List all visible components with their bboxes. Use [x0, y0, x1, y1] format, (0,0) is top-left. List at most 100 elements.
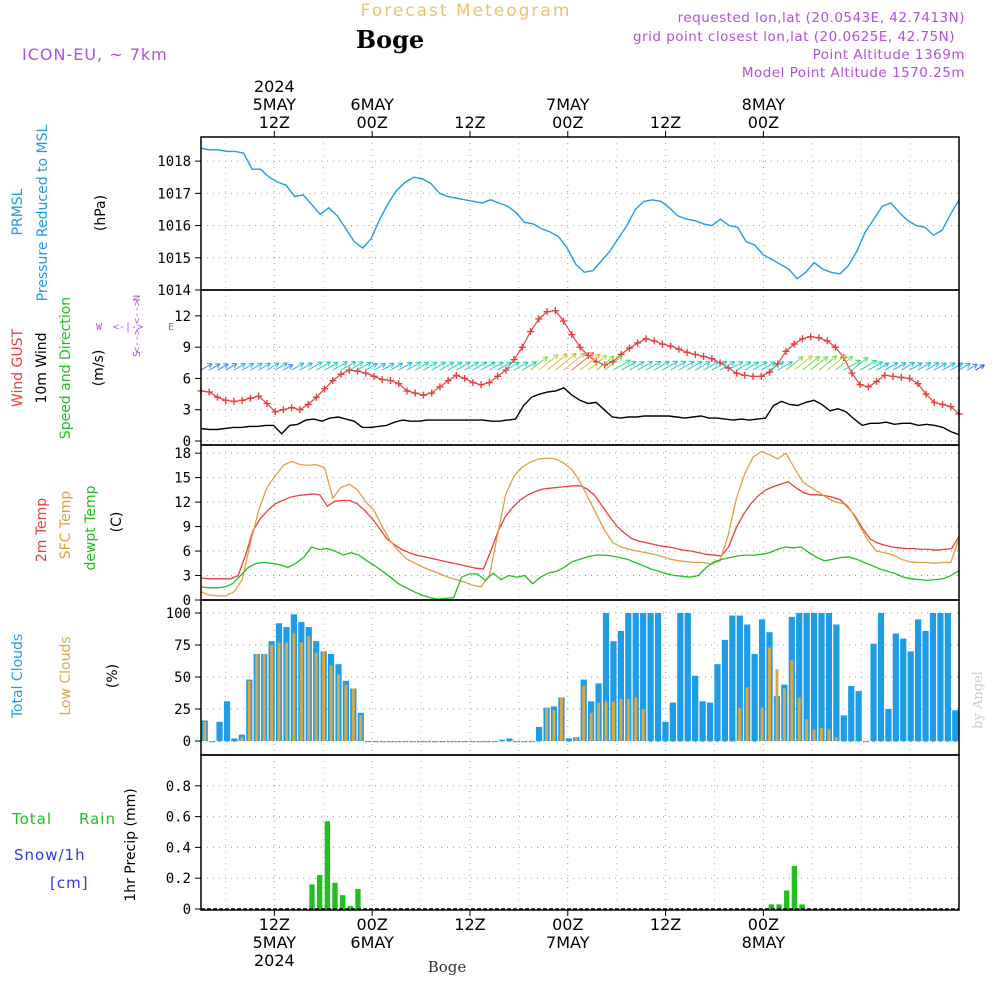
wind-arrowhead	[722, 360, 728, 366]
rain-label: Rain	[79, 810, 116, 828]
wind-arrow	[497, 361, 512, 371]
total-cloud-bar	[877, 613, 885, 741]
total-cloud-bar	[714, 664, 721, 741]
gust-marker	[658, 340, 666, 348]
low-cloud-bar	[329, 665, 333, 741]
low-cloud-bar	[708, 741, 712, 743]
low-cloud-bar	[500, 741, 504, 743]
wind-arrowhead	[949, 362, 956, 368]
pressure-frame	[200, 136, 960, 291]
pressure-msl-label: Pressure Reduced to MSL	[35, 124, 51, 301]
low-cloud-bar	[775, 669, 779, 741]
wind-arrow	[563, 352, 586, 371]
wind-arrowhead	[287, 364, 294, 370]
wind-arrowhead	[933, 362, 940, 368]
wind-arrow	[793, 355, 813, 371]
pressure-panel: 1014 1015 1016 1017 1018	[157, 137, 960, 299]
low-cloud-bar	[901, 741, 905, 743]
wind-arrowhead	[713, 360, 719, 367]
wind-arrowhead	[840, 354, 847, 361]
low-cloud-bar	[894, 741, 898, 743]
gust-marker	[625, 344, 633, 352]
wind-arrow	[596, 355, 615, 371]
wind-arrow	[489, 361, 504, 371]
wind-arrowhead	[366, 361, 372, 367]
gust-marker	[246, 394, 254, 402]
wind-arrowhead	[892, 362, 899, 368]
gust-marker	[238, 396, 246, 404]
total-cloud-bar	[654, 613, 662, 741]
dewpt-label: dewpt Temp	[83, 485, 99, 570]
pressure-ytick-label: 1018	[157, 154, 191, 170]
wind-arrow	[332, 361, 348, 371]
low-cloud-bar	[604, 701, 608, 741]
wind-arrow	[274, 362, 288, 371]
wind-arrow	[826, 354, 846, 371]
total-cloud-bar	[818, 613, 825, 741]
top-time-label: 7MAY	[546, 95, 590, 114]
gust-marker	[428, 389, 436, 397]
total-cloud-bar	[231, 738, 238, 741]
wind-arrow	[258, 362, 271, 371]
snow-label: Snow/1h	[14, 846, 86, 864]
speed-direction-label: Speed and Direction	[58, 297, 74, 439]
clouds-panel: 0 25 50 75 100	[166, 600, 959, 755]
low-cloud-bar	[232, 741, 236, 743]
low-cloud-bar	[656, 741, 660, 743]
gust-marker	[213, 393, 221, 401]
total-cloud-bar	[677, 613, 684, 741]
wind-arrowhead	[807, 355, 813, 361]
wind-arrowhead	[625, 359, 631, 365]
low-cloud-bar	[210, 741, 214, 743]
gust-marker	[222, 396, 230, 404]
low-cloud-bar	[872, 741, 876, 743]
wind-arrow	[958, 363, 971, 371]
gust-marker	[782, 347, 790, 355]
wind-arrowhead	[542, 356, 548, 362]
low-cloud-bar	[218, 741, 222, 743]
wind-arrow	[818, 355, 838, 371]
wind-arrowhead	[214, 363, 221, 369]
wind-arrow	[530, 356, 548, 371]
wind-arrow	[217, 363, 229, 371]
wind-arrow	[571, 351, 595, 371]
total-cloud-bar	[216, 721, 223, 741]
low-cloud-bar	[671, 741, 675, 743]
wind-arrow	[349, 361, 364, 371]
wind-arrow	[678, 360, 695, 371]
wind-arrowhead	[316, 361, 323, 367]
wind-arrowhead	[389, 362, 395, 368]
wind-arrow	[653, 360, 670, 371]
pressure-labels: PRMSL Pressure Reduced to MSL (hPa)	[10, 124, 109, 301]
total-cloud-bar	[758, 619, 766, 741]
low-cloud-bar	[723, 741, 727, 743]
wind-arrowhead	[431, 361, 438, 367]
wind-arrow	[868, 361, 883, 371]
wind-arrowhead	[647, 360, 653, 367]
precip-ytick-label: 0.2	[166, 871, 191, 887]
total-cloud-bar	[684, 613, 691, 741]
wind-arrow	[950, 362, 964, 371]
gust-marker	[395, 380, 403, 388]
gust-marker	[568, 331, 576, 339]
wind-arrowhead	[342, 361, 348, 367]
wind-arrowhead	[814, 355, 821, 362]
total-cloud-bar	[751, 653, 758, 741]
gust-marker	[691, 350, 699, 358]
gust-marker	[897, 373, 905, 381]
wind-arrow	[637, 361, 653, 371]
gust-marker	[494, 372, 502, 380]
dewpt-line	[200, 546, 960, 600]
gust-marker	[296, 406, 304, 414]
gust-marker	[856, 381, 864, 389]
wind-arrow	[942, 362, 956, 371]
wind-arrowhead	[397, 362, 404, 368]
gust-marker	[329, 377, 337, 385]
gust-marker	[922, 390, 930, 398]
low-cloud-bar	[611, 701, 615, 741]
wind-arrow	[835, 355, 853, 371]
compass-e: E	[168, 322, 174, 333]
wind-arrow	[612, 359, 631, 371]
low-cloud-bar	[381, 741, 385, 743]
wind-arrow	[670, 360, 687, 371]
